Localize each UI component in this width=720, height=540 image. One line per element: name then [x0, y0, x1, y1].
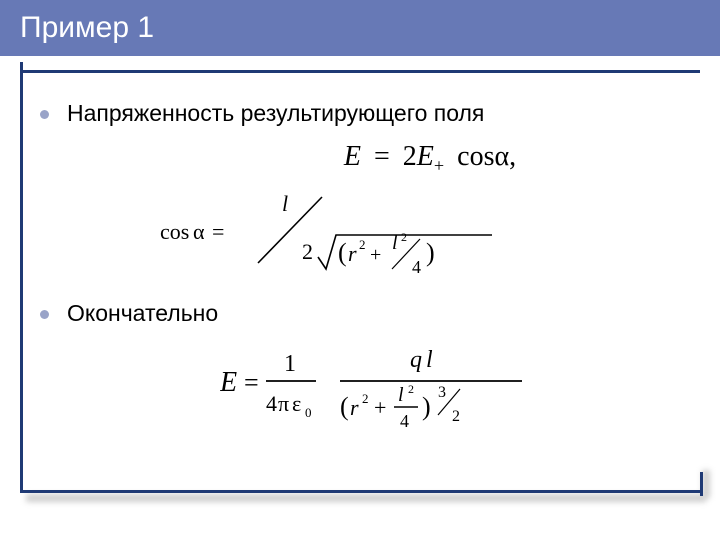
eq3-eq: =	[244, 368, 259, 397]
title-underline	[20, 70, 700, 73]
eq2-r-sq: 2	[359, 237, 366, 252]
title-band: Пример 1	[0, 0, 720, 56]
svg-text:): )	[426, 238, 435, 267]
svg-text:(: (	[340, 392, 349, 421]
eq3-E: E	[220, 367, 237, 398]
eq2-eq: =	[212, 219, 224, 244]
shadow-right	[702, 470, 710, 498]
eq3-q: q	[410, 347, 422, 373]
eq1-alpha: α	[494, 141, 509, 172]
eq2-cos: cos	[160, 219, 189, 244]
eq3-pi: π	[278, 391, 289, 416]
eq3-eps0: 0	[305, 405, 312, 420]
eq3-r2: 2	[362, 391, 369, 406]
equation-2: cos α = l 2 ( r 2 + l	[160, 191, 680, 284]
eq1-plus-sub: +	[434, 156, 444, 176]
eq2-alpha: α	[193, 219, 205, 244]
eq2-four: 4	[412, 257, 421, 277]
eq3-plus: +	[374, 395, 386, 420]
eq3-lfour: 4	[400, 411, 409, 431]
slide-title: Пример 1	[20, 11, 154, 45]
bullet-row-1: Напряженность результирующего поля	[40, 100, 680, 127]
equation-2-svg: cos α = l 2 ( r 2 + l	[160, 191, 500, 279]
eq2-den2: 2	[302, 239, 313, 264]
equation-3: E = 1 4 π ε 0 q l ( r 2 +	[220, 335, 680, 440]
slide: Пример 1 Напряженность результирующего п…	[0, 0, 720, 540]
eq2-plus: +	[370, 244, 381, 266]
eq1-comma: ,	[509, 141, 516, 172]
eq3-exp3: 3	[438, 384, 446, 401]
eq3-lsq: 2	[408, 382, 414, 396]
shadow-bottom	[26, 494, 706, 502]
eq1-cos: cos	[451, 141, 494, 172]
eq2-r: r	[348, 241, 357, 266]
eq2-l-sq: 2	[401, 230, 407, 244]
bullet-row-2: Окончательно	[40, 300, 680, 327]
eq1-equals: =	[368, 141, 396, 172]
bullet-icon	[40, 110, 49, 119]
eq1-E: E	[344, 141, 361, 172]
frame-left	[20, 62, 23, 492]
eq2-l: l	[392, 232, 398, 254]
equation-3-svg: E = 1 4 π ε 0 q l ( r 2 +	[220, 335, 580, 435]
svg-text:(: (	[338, 238, 347, 267]
bullet-text-2: Окончательно	[67, 300, 218, 327]
eq3-four: 4	[266, 391, 277, 416]
eq3-l2: l	[398, 384, 404, 406]
eq3-l: l	[426, 347, 433, 373]
eq3-r: r	[350, 395, 359, 420]
frame-bottom	[20, 490, 700, 493]
eq3-eps: ε	[292, 391, 301, 416]
eq1-two: 2	[403, 141, 417, 172]
eq3-exp2: 2	[452, 408, 460, 425]
svg-text:): )	[422, 392, 431, 421]
bullet-text-1: Напряженность результирующего поля	[67, 100, 484, 127]
frame-corner	[700, 472, 703, 496]
equation-1: E = 2E+ cosα,	[180, 141, 680, 177]
eq3-one: 1	[284, 351, 296, 377]
eq1-Eplus: E	[417, 141, 434, 172]
content-area: Напряженность результирующего поля E = 2…	[40, 100, 680, 440]
eq2-num-l: l	[282, 191, 288, 216]
bullet-icon	[40, 310, 49, 319]
